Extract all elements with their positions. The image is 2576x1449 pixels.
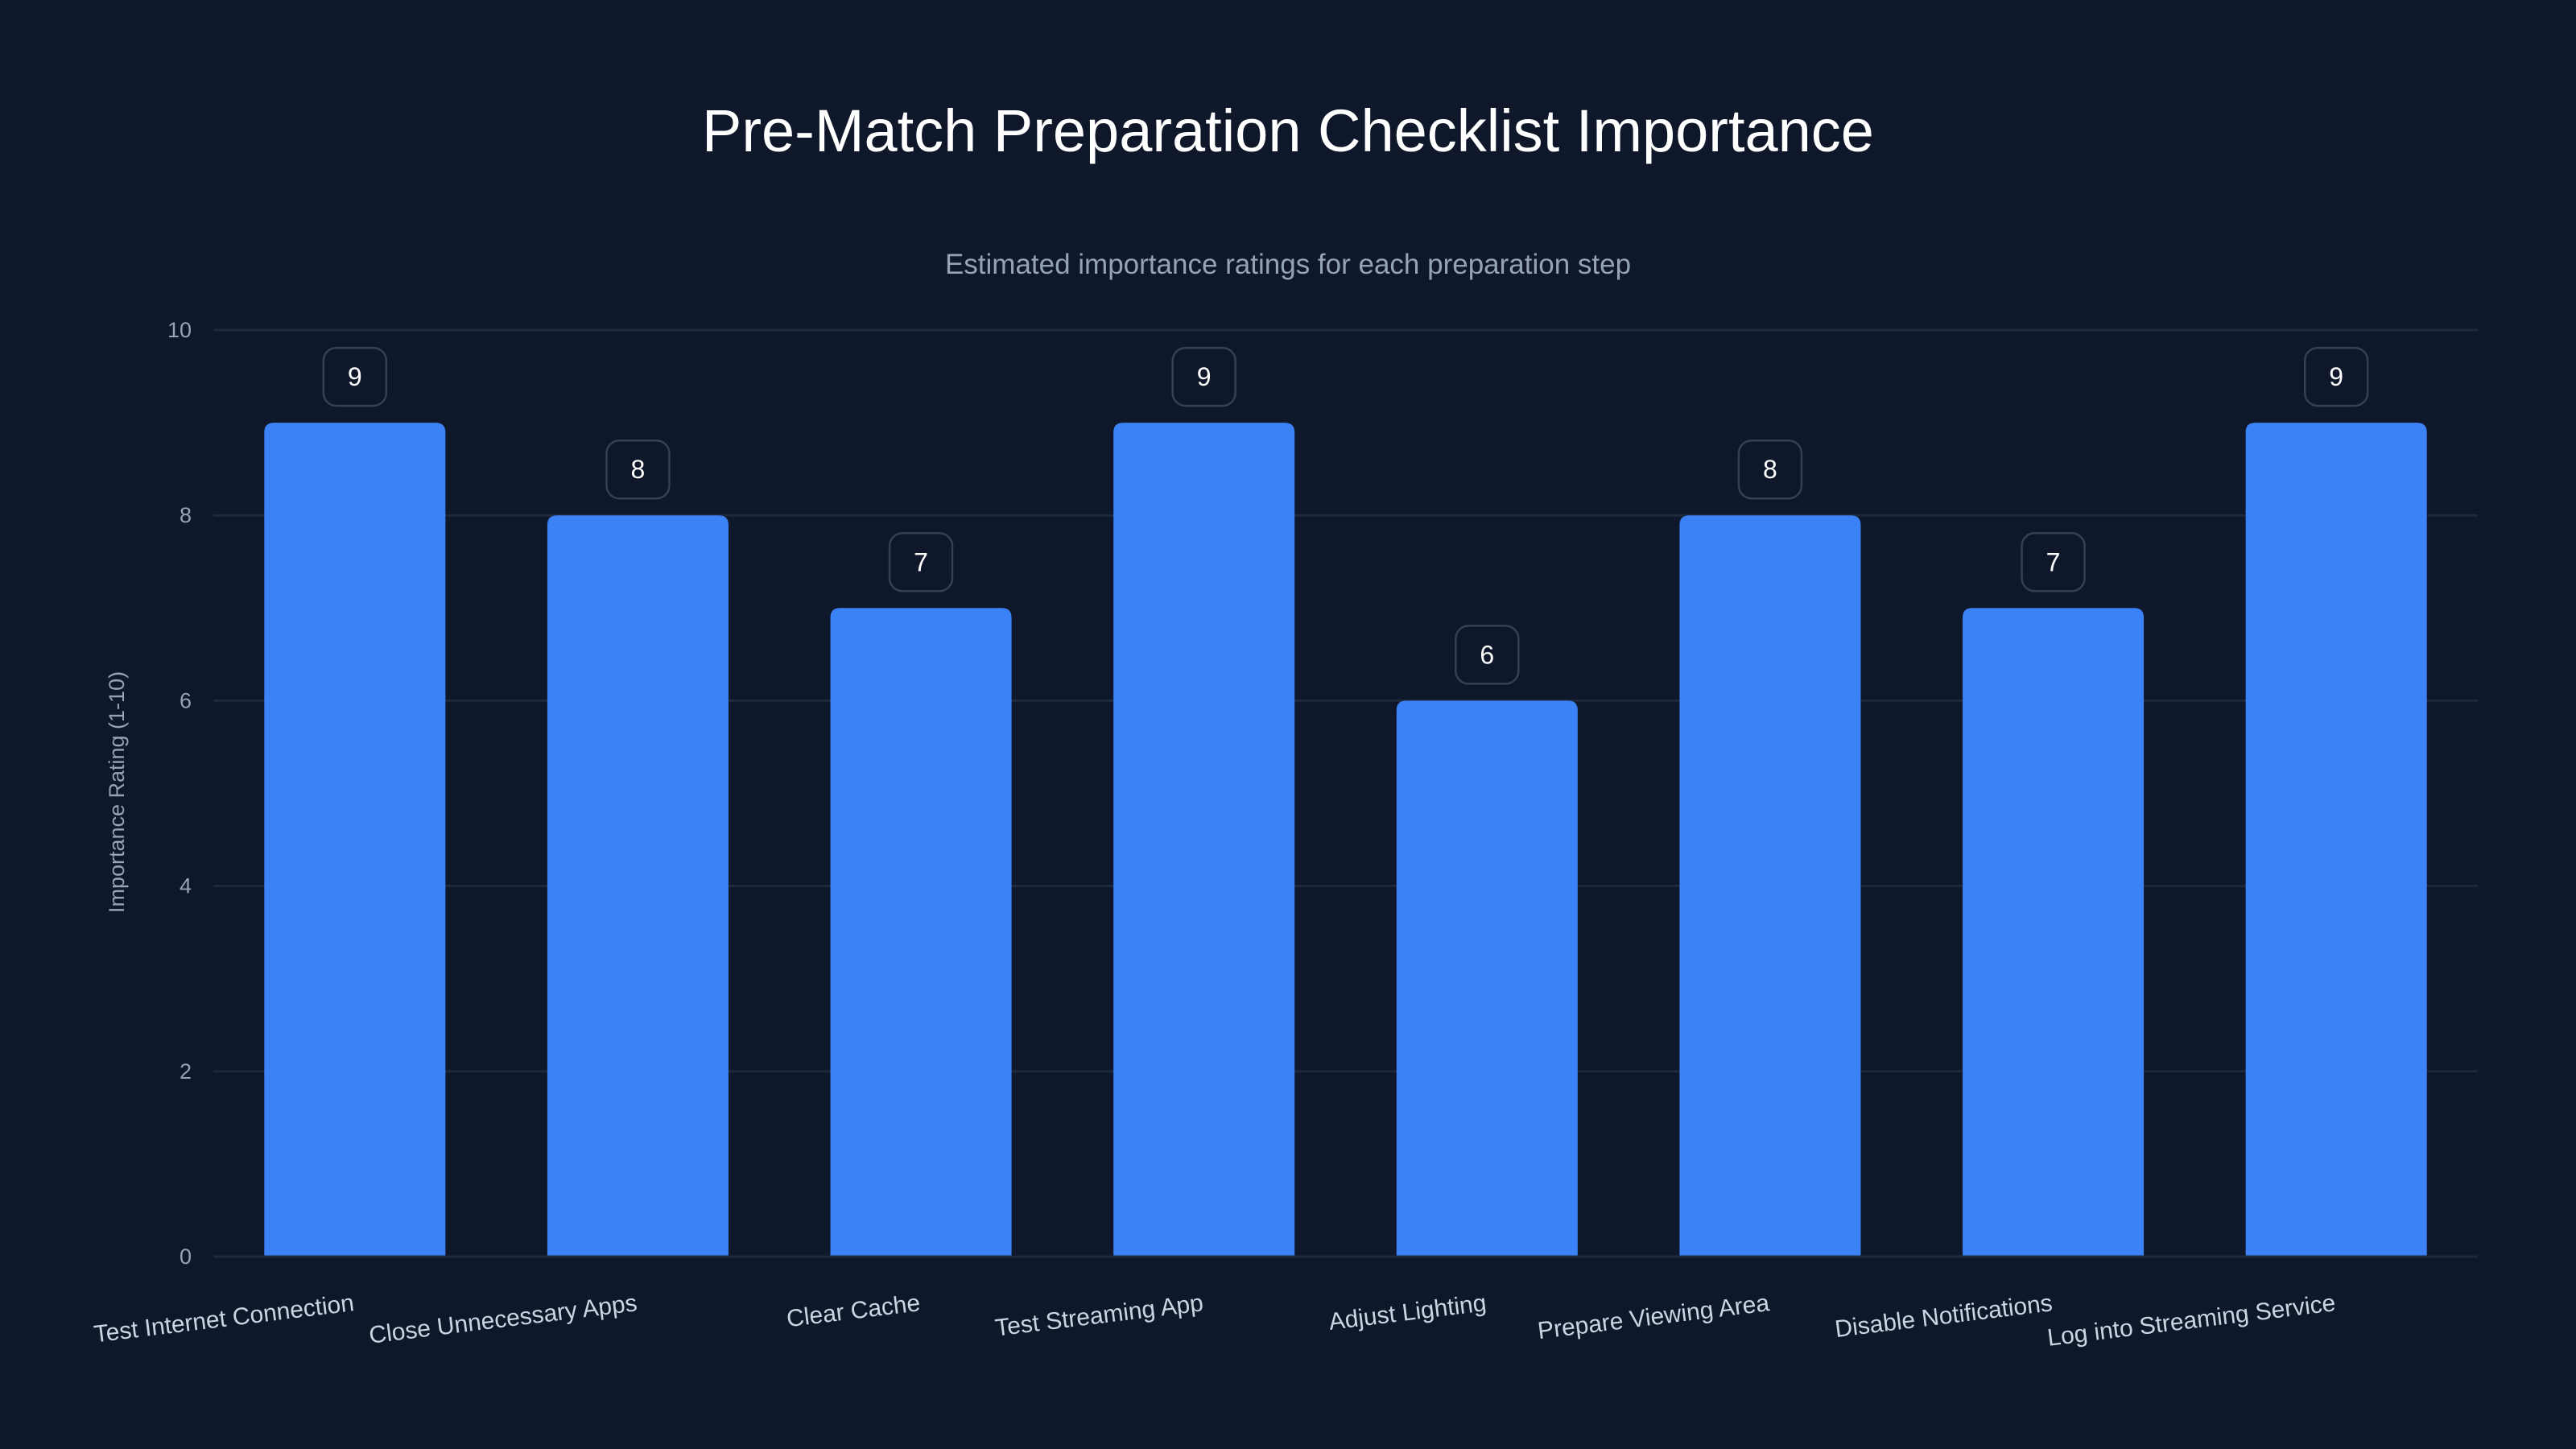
bar[interactable] [547, 515, 729, 1257]
value-badge [2303, 346, 2369, 407]
value-badge [1737, 439, 1803, 500]
bar[interactable] [1396, 700, 1578, 1257]
bar-group: 8 Prepare Viewing Area [1536, 439, 1861, 1344]
x-tick-label: Prepare Viewing Area [1536, 1290, 1771, 1344]
data-label: 7 [914, 547, 928, 576]
chart-title: Pre-Match Preparation Checklist Importan… [702, 97, 1874, 164]
x-tick-label: Adjust Lighting [1327, 1290, 1488, 1335]
data-label: 8 [1763, 455, 1777, 484]
x-tick-label: Disable Notifications [1834, 1290, 2054, 1343]
bar-group: 7 Clear Cache [785, 532, 1012, 1332]
y-tick-label: 4 [180, 874, 192, 898]
chart-subtitle: Estimated importance ratings for each pr… [945, 249, 1631, 280]
value-badge [1171, 346, 1236, 407]
x-tick-label: Log into Streaming Service [2046, 1290, 2338, 1352]
y-tick-label: 8 [180, 503, 192, 527]
bar[interactable] [1113, 423, 1295, 1257]
bar[interactable] [830, 608, 1012, 1257]
bar-group: 7 Disable Notifications [1834, 532, 2145, 1343]
x-tick-label: Close Unnecessary Apps [368, 1290, 639, 1349]
value-badge [605, 439, 671, 500]
bar-group: 9 Test Internet Connection [93, 346, 446, 1348]
y-tick-label: 2 [180, 1059, 192, 1084]
data-label: 6 [1480, 640, 1494, 669]
x-tick-label: Test Internet Connection [93, 1290, 356, 1348]
data-label: 9 [348, 362, 362, 391]
data-label: 8 [631, 455, 646, 484]
x-tick-label: Clear Cache [785, 1290, 922, 1332]
y-axis-label: Importance Rating (1-10) [105, 671, 129, 913]
bar[interactable] [264, 423, 446, 1257]
value-badge [322, 346, 388, 407]
y-tick-label: 0 [180, 1245, 192, 1269]
y-tick-label: 6 [180, 688, 192, 712]
bar-group: 9 Test Streaming App [993, 346, 1295, 1342]
bar-group: 6 Adjust Lighting [1327, 625, 1578, 1335]
data-label: 7 [2046, 547, 2061, 576]
bar[interactable] [1963, 608, 2145, 1257]
data-label: 9 [2329, 362, 2343, 391]
value-badge [1455, 625, 1520, 685]
bar[interactable] [1679, 515, 1861, 1257]
data-label: 9 [1197, 362, 1212, 391]
y-tick-label: 10 [167, 318, 192, 342]
x-tick-label: Test Streaming App [993, 1290, 1204, 1341]
value-badge [2021, 532, 2086, 592]
bar[interactable] [2245, 423, 2427, 1257]
value-badge [888, 532, 954, 592]
